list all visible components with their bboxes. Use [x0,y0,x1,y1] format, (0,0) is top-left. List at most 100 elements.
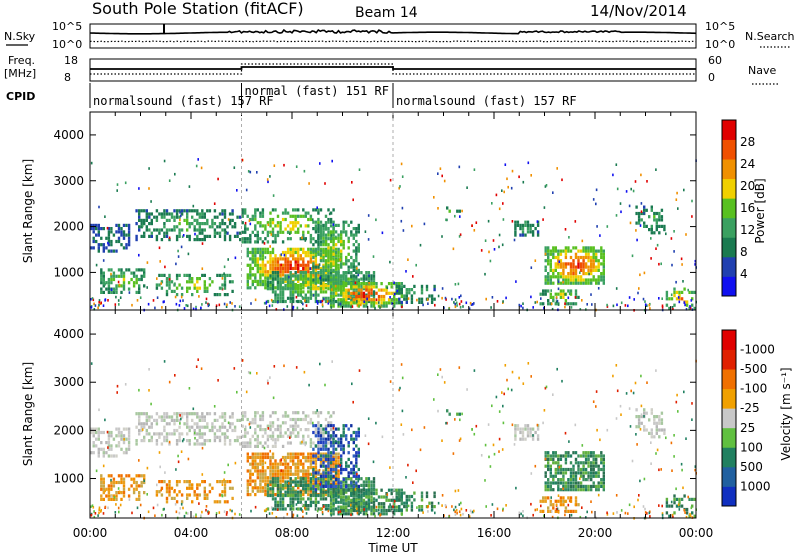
power-cell [122,223,126,227]
velocity-cell [284,472,287,476]
power-cell [193,283,196,287]
power-cell [544,281,547,285]
velocity-cell [355,437,358,441]
velocity-cell [92,444,95,448]
velocity-cell [456,412,459,416]
power-cell [221,218,224,222]
velocity-cell [559,503,563,507]
velocity-cell [370,488,373,492]
power-cell [616,187,619,191]
velocity-cell [327,434,330,438]
power-cell [498,245,500,249]
velocity-cell [673,494,676,498]
power-cell [226,231,229,235]
power-cell [577,281,580,285]
power-cell [312,243,315,247]
power-cell [201,215,204,219]
velocity-cell [587,457,590,461]
power-cell [355,285,358,289]
velocity-cell [117,427,121,431]
power-cell [201,231,204,235]
velocity-cell [158,432,161,436]
power-cell [640,210,643,213]
power-cell [324,249,328,253]
power-cell [201,303,203,306]
velocity-cell [120,437,123,441]
power-cell [357,230,360,234]
velocity-cell [163,415,166,419]
velocity-cell [228,442,232,446]
power-cell [345,262,348,266]
velocity-cell [307,504,310,508]
velocity-cell [223,493,227,497]
power-cell [314,277,318,281]
power-cell [319,271,323,275]
power-cell [223,273,227,277]
power-cell [437,207,439,210]
velocity-cell [314,504,318,508]
velocity-cell [372,505,376,509]
power-cell [372,285,376,289]
velocity-cell [297,493,300,498]
velocity-cell [276,466,280,470]
power-cell [188,234,191,238]
power-cell [354,281,357,285]
velocity-cell [183,480,186,484]
power-cell [396,289,399,293]
velocity-cell [559,481,563,485]
power-cell [347,282,350,286]
velocity-cell [307,469,310,473]
power-cell [502,218,505,221]
velocity-cell [370,492,373,496]
velocity-cell [289,466,292,470]
power-cell [178,209,181,213]
velocity-cell [309,497,313,501]
power-cell [299,283,302,288]
power-cell [269,287,272,291]
power-cell [680,257,683,261]
power-cell [319,283,323,288]
power-cell [279,257,282,261]
velocity-cell [595,484,598,488]
power-cell [350,282,353,286]
power-cell [322,287,325,291]
power-cell [317,233,320,238]
velocity-cell [173,422,176,426]
velocity-cell [203,496,206,500]
power-cell [188,222,191,226]
velocity-cell [544,496,547,500]
power-cell [433,288,436,292]
power-cell [228,212,232,216]
velocity-cell [454,505,457,509]
velocity-cell [324,427,328,431]
velocity-cell [304,472,307,476]
velocity-cell [196,486,199,490]
velocity-cell [314,452,318,456]
velocity-cell [405,505,408,509]
power-cell [602,255,605,260]
velocity-cell [329,467,333,472]
velocity-cell [347,504,350,508]
power-cell [375,218,377,222]
power-cell [241,208,244,212]
power-cell [591,303,593,306]
power-cell [286,266,290,271]
power-cell [259,273,262,277]
power-cell [163,225,166,229]
velocity-cell [689,514,692,517]
velocity-cell [403,491,406,495]
power-cell [590,246,593,250]
power-cell [312,273,315,277]
power-cell [319,268,323,272]
power-cell [138,225,141,229]
velocity-cell [299,500,302,504]
velocity-cell [549,474,552,478]
power-cell [357,288,360,292]
velocity-cell [357,477,360,481]
velocity-cell [340,447,343,451]
power-cell [284,260,287,264]
power-cell [680,297,684,301]
velocity-cell [289,434,292,438]
power-cell [102,290,105,294]
velocity-cell [312,459,315,463]
